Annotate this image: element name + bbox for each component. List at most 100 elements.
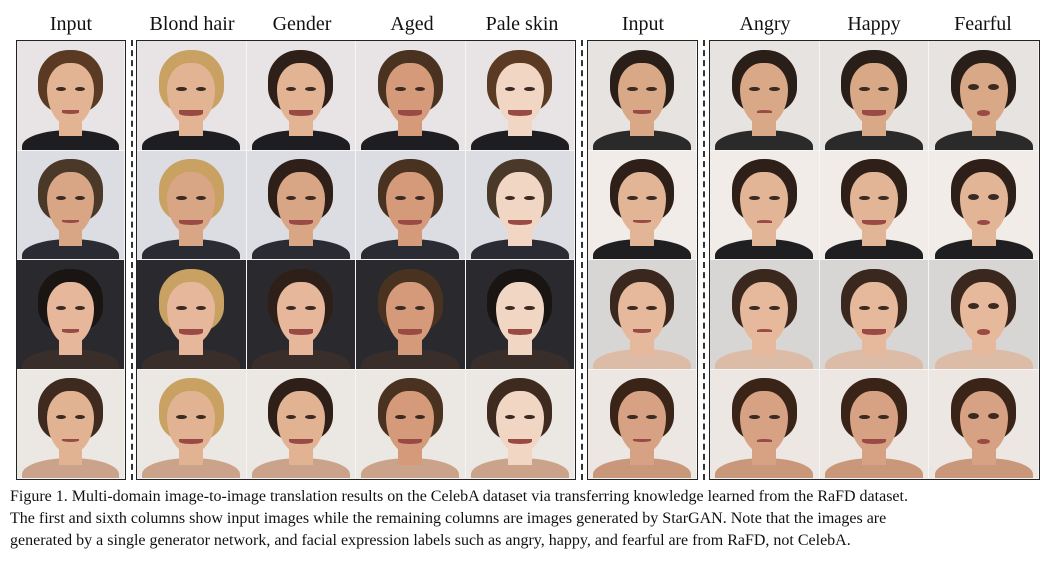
portrait-mouth bbox=[61, 110, 80, 114]
portrait-eye bbox=[414, 196, 426, 201]
portrait-mouth bbox=[179, 110, 204, 116]
portrait-mouth bbox=[507, 219, 532, 226]
face-image bbox=[137, 41, 247, 151]
portrait-shoulders bbox=[715, 348, 814, 369]
portrait-shoulders bbox=[715, 458, 814, 479]
portrait-eye bbox=[858, 305, 870, 310]
portrait-shoulders bbox=[593, 239, 691, 260]
face-image bbox=[819, 41, 930, 151]
portrait-eye bbox=[305, 86, 316, 91]
header-happy: Happy bbox=[847, 13, 901, 35]
portrait-eye bbox=[395, 196, 406, 201]
portrait-shoulders bbox=[825, 129, 923, 150]
portrait-shoulders bbox=[715, 129, 814, 150]
portrait-mouth bbox=[507, 329, 532, 335]
portrait-shoulders bbox=[22, 129, 119, 150]
panel-celeba-input bbox=[16, 40, 126, 480]
face-image bbox=[588, 150, 697, 260]
portrait-eye bbox=[55, 196, 67, 201]
face-image bbox=[17, 369, 125, 479]
portrait-eye bbox=[176, 196, 187, 201]
portrait-shoulders bbox=[361, 239, 460, 260]
portrait-shoulders bbox=[251, 129, 350, 150]
portrait-eye bbox=[858, 415, 870, 420]
portrait-mouth bbox=[633, 329, 651, 333]
portrait-eye bbox=[878, 86, 890, 91]
portrait-shoulders bbox=[470, 348, 569, 369]
portrait-eye bbox=[988, 412, 999, 419]
portrait-mouth bbox=[633, 438, 651, 443]
portrait-eye bbox=[176, 86, 187, 91]
portrait-eye bbox=[414, 305, 426, 310]
face-image bbox=[356, 260, 466, 370]
portrait-mouth bbox=[61, 329, 80, 333]
face-image bbox=[246, 41, 356, 151]
portrait-eye bbox=[285, 415, 297, 420]
portrait-eye bbox=[55, 86, 67, 91]
panel-rafd-input bbox=[587, 40, 698, 480]
portrait-eye bbox=[768, 305, 780, 310]
portrait-mouth bbox=[507, 110, 532, 116]
portrait-eye bbox=[195, 86, 207, 91]
face-image bbox=[929, 41, 1039, 151]
portrait-mouth bbox=[398, 110, 423, 116]
portrait-eye bbox=[285, 86, 297, 91]
face-image bbox=[588, 369, 697, 479]
portrait-mouth bbox=[862, 110, 886, 116]
portrait-eye bbox=[968, 412, 980, 419]
header-blond-hair: Blond hair bbox=[149, 13, 235, 35]
caption-line: Figure 1. Multi-domain image-to-image tr… bbox=[10, 488, 908, 505]
portrait-mouth bbox=[756, 110, 772, 114]
face-image bbox=[137, 150, 247, 260]
header-input-rafd: Input bbox=[621, 13, 665, 35]
portrait-eye bbox=[395, 415, 406, 420]
portrait-shoulders bbox=[825, 348, 923, 369]
portrait-face bbox=[495, 62, 544, 126]
portrait-eye bbox=[646, 196, 658, 201]
portrait-mouth bbox=[756, 329, 772, 333]
face-image bbox=[710, 41, 820, 151]
portrait-eye bbox=[55, 305, 67, 310]
portrait-shoulders bbox=[934, 348, 1033, 369]
face-image bbox=[819, 150, 930, 260]
portrait-eye bbox=[504, 415, 516, 420]
portrait-eye bbox=[74, 196, 86, 201]
face-image bbox=[710, 150, 820, 260]
face-image bbox=[356, 150, 466, 260]
portrait-eye bbox=[988, 84, 999, 91]
portrait-shoulders bbox=[593, 129, 691, 150]
portrait-face bbox=[46, 281, 95, 345]
portrait-mouth bbox=[862, 219, 886, 226]
face-image bbox=[465, 260, 575, 370]
portrait-mouth bbox=[288, 110, 313, 116]
face-image bbox=[465, 41, 575, 151]
portrait-eye bbox=[414, 415, 426, 420]
portrait-eye bbox=[305, 415, 316, 420]
portrait-eye bbox=[878, 415, 890, 420]
portrait-eye bbox=[626, 415, 638, 420]
portrait-shoulders bbox=[361, 129, 460, 150]
portrait-eye bbox=[74, 415, 86, 420]
face-image bbox=[246, 369, 356, 479]
face-image bbox=[465, 150, 575, 260]
portrait-mouth bbox=[507, 438, 532, 445]
face-image bbox=[356, 41, 466, 151]
column-separator bbox=[703, 40, 705, 480]
portrait-shoulders bbox=[142, 129, 241, 150]
face-image bbox=[246, 260, 356, 370]
face-image bbox=[17, 260, 125, 370]
header-input-celeba: Input bbox=[49, 13, 93, 35]
portrait-shoulders bbox=[251, 348, 350, 369]
portrait-shoulders bbox=[22, 458, 119, 479]
column-separator bbox=[131, 40, 133, 480]
portrait-face bbox=[495, 281, 544, 345]
portrait-eye bbox=[988, 193, 999, 200]
portrait-mouth bbox=[756, 219, 772, 223]
portrait-mouth bbox=[633, 110, 651, 114]
face-image bbox=[819, 260, 930, 370]
face-image bbox=[465, 369, 575, 479]
portrait-eye bbox=[195, 196, 207, 201]
portrait-shoulders bbox=[22, 348, 119, 369]
portrait-shoulders bbox=[142, 348, 241, 369]
portrait-mouth bbox=[398, 329, 423, 335]
